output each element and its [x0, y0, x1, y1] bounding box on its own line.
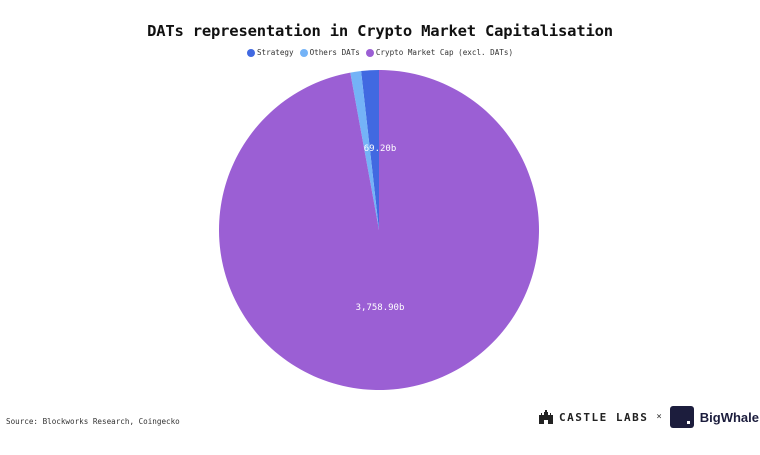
slice-label-strategy: 69.20b: [364, 144, 397, 154]
castle-icon: [539, 410, 553, 424]
legend-swatch-icon: [299, 48, 308, 57]
logos: CASTLE LABS × BigWhale: [538, 406, 759, 428]
slice-label-market: 3,758.90b: [356, 303, 405, 313]
whale-icon: [669, 406, 694, 428]
legend-label: Crypto Market Cap (excl. DATs): [375, 48, 514, 57]
castle-labs-logo: CASTLE LABS: [538, 410, 648, 424]
legend-item-crypto-market-cap[interactable]: Crypto Market Cap (excl. DATs): [365, 48, 514, 57]
legend-swatch-icon: [246, 48, 255, 57]
chart-title: DATs representation in Crypto Market Cap…: [147, 22, 613, 40]
legend-label: Strategy: [256, 48, 294, 57]
legend-item-others-dats[interactable]: Others DATs: [299, 48, 360, 57]
slice-others-dats[interactable]: [350, 71, 379, 230]
legend-item-strategy[interactable]: Strategy: [246, 48, 294, 57]
bigwhale-logo: BigWhale: [669, 406, 759, 428]
times-separator: ×: [656, 412, 662, 422]
legend-label: Others DATs: [309, 48, 360, 57]
source-note: Source: Blockworks Research, Coingecko: [6, 417, 180, 426]
slice-crypto-market-cap[interactable]: [219, 70, 540, 390]
slice-strategy[interactable]: [361, 70, 379, 230]
chart-legend: Strategy Others DATs Crypto Market Cap (…: [0, 48, 760, 57]
legend-swatch-icon: [365, 48, 374, 57]
